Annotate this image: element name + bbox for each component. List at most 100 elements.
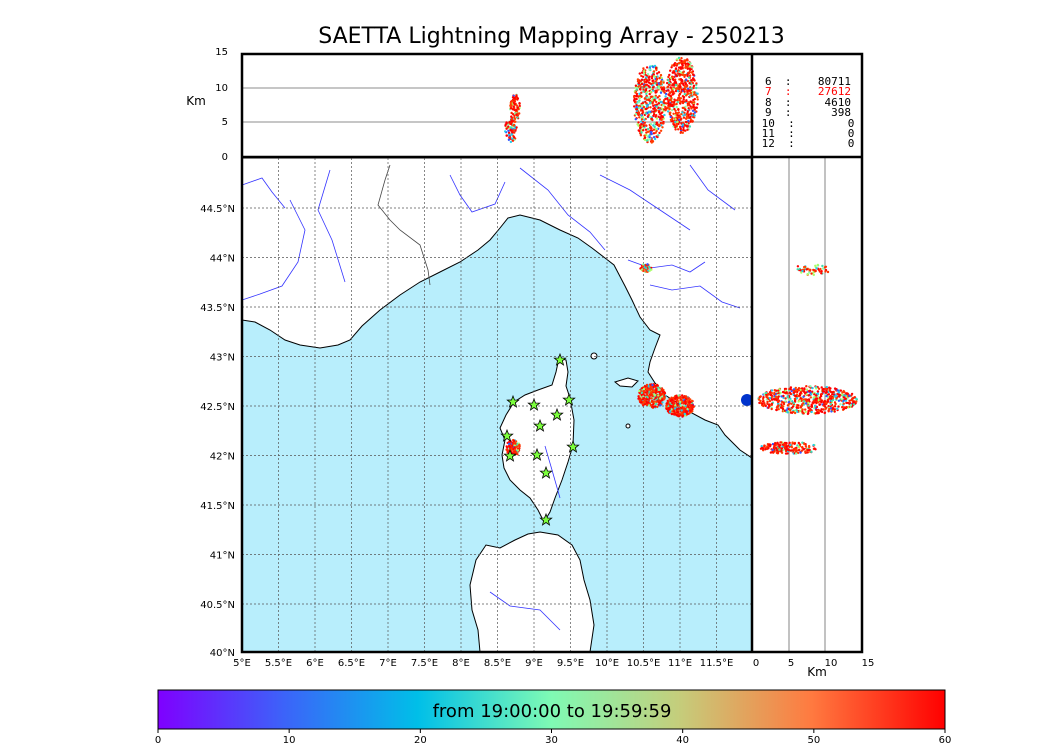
lightning-source: [652, 110, 656, 113]
lightning-source: [679, 126, 682, 129]
lightning-source: [682, 95, 686, 99]
lightning-source: [820, 392, 824, 396]
lightning-source: [647, 130, 650, 133]
lightning-source: [772, 398, 776, 401]
lightning-source: [811, 401, 814, 404]
lightning-source: [675, 112, 679, 115]
lightning-source: [797, 404, 800, 407]
lightning-source: [669, 103, 672, 106]
lightning-source: [661, 401, 664, 404]
lightning-source: [652, 89, 655, 92]
lightning-source: [658, 399, 661, 402]
lightning-source: [766, 400, 769, 404]
lightning-source: [642, 105, 646, 109]
lightning-source: [761, 402, 764, 405]
lightning-source: [680, 57, 683, 60]
lightning-source: [641, 111, 645, 114]
lightning-source: [818, 403, 821, 406]
alt-tick-label: 15: [215, 47, 228, 58]
lightning-source: [855, 400, 858, 403]
side-tick-labels: 0 5 10 15: [753, 658, 875, 669]
lightning-source: [513, 103, 516, 106]
altitude-unit-label: Km: [186, 94, 206, 108]
lightning-source: [820, 270, 823, 273]
lightning-source: [510, 111, 513, 115]
lightning-source: [807, 409, 810, 413]
lightning-source: [685, 410, 689, 413]
lightning-source: [672, 100, 676, 104]
lightning-source: [773, 392, 776, 396]
lightning-source: [675, 58, 679, 61]
lightning-source: [670, 396, 673, 399]
lightning-source: [821, 390, 825, 393]
lightning-source: [685, 99, 688, 103]
lightning-source: [813, 396, 816, 399]
lightning-source: [508, 136, 512, 139]
lightning-source: [692, 78, 695, 81]
lightning-source: [836, 389, 839, 392]
lightning-source: [775, 406, 779, 409]
lightning-source: [647, 401, 650, 404]
lightning-source: [645, 403, 649, 407]
lightning-source: [696, 95, 699, 99]
lightning-source: [805, 388, 809, 391]
lightning-source: [793, 397, 797, 401]
lake-bolsena: [741, 394, 752, 406]
lightning-source: [661, 107, 664, 111]
lightning-source: [807, 401, 810, 405]
lightning-source: [668, 107, 671, 111]
colorbar: [157, 689, 946, 730]
lightning-source: [768, 399, 772, 403]
lightning-source: [799, 391, 802, 394]
lightning-source: [675, 105, 678, 109]
lightning-source: [512, 105, 515, 108]
lightning-source: [648, 269, 651, 273]
lightning-source: [690, 87, 693, 90]
lightning-source: [645, 105, 649, 108]
lightning-source: [510, 448, 513, 451]
lightning-source: [645, 383, 649, 387]
lightning-source: [646, 115, 650, 118]
lightning-source: [777, 404, 780, 407]
lightning-source: [635, 108, 639, 111]
lightning-source: [685, 117, 688, 120]
lightning-source: [687, 71, 691, 75]
lightning-source: [637, 85, 640, 88]
lightning-source: [649, 123, 653, 126]
lightning-source: [643, 401, 646, 404]
lightning-source: [682, 98, 685, 101]
lightning-source: [662, 103, 666, 107]
lightning-source: [506, 451, 509, 454]
lightning-source: [819, 397, 822, 400]
lightning-source: [654, 405, 657, 408]
lightning-source: [668, 113, 672, 116]
lightning-source: [687, 101, 690, 104]
lat-tick-label: 41.5°N: [200, 501, 235, 512]
lightning-source: [638, 399, 641, 402]
lightning-source: [853, 396, 856, 399]
lightning-source: [784, 397, 787, 400]
lightning-source: [652, 128, 656, 131]
lightning-source: [817, 411, 820, 415]
lightning-source: [659, 112, 662, 116]
lightning-source: [816, 390, 820, 393]
lightning-source: [668, 397, 671, 401]
lightning-source: [648, 115, 652, 119]
lightning-source: [775, 449, 779, 452]
lightning-source: [682, 88, 685, 91]
lightning-source: [649, 87, 652, 91]
lightning-source: [778, 445, 781, 448]
lightning-source: [654, 391, 657, 395]
lightning-source: [689, 105, 692, 108]
lightning-source: [692, 73, 695, 77]
lightning-source: [682, 84, 685, 87]
lightning-source: [674, 120, 677, 124]
station-star-icon: [500, 428, 514, 442]
lightning-source: [670, 100, 674, 104]
lightning-source: [765, 393, 768, 396]
lightning-source: [678, 96, 681, 99]
lightning-source: [651, 86, 655, 89]
lightning-source: [641, 265, 645, 268]
lightning-source: [646, 398, 649, 401]
